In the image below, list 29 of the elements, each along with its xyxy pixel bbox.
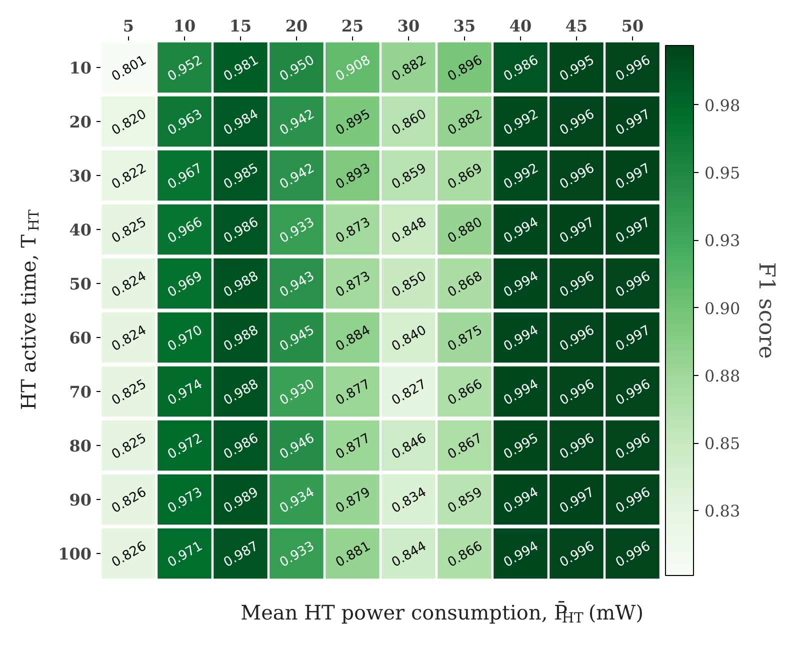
y-tick-label: 90 <box>69 490 92 510</box>
color-bar-label: 0.90 <box>704 298 740 318</box>
x-tick-label: 30 <box>397 16 420 36</box>
y-axis-title: HT active time, THT <box>16 208 42 410</box>
y-tick-label: 30 <box>69 166 92 186</box>
y-tick-label: 50 <box>69 274 92 294</box>
x-tick-label: 10 <box>173 16 196 36</box>
x-tick-label: 45 <box>565 16 588 36</box>
y-tick-label: 80 <box>69 436 92 456</box>
x-tick-label: 25 <box>341 16 364 36</box>
y-tick-label: 100 <box>58 544 92 564</box>
color-bar-label: 0.83 <box>704 502 740 521</box>
x-tick-label: 20 <box>285 16 308 36</box>
x-tick-label: 15 <box>229 16 252 36</box>
x-tick-label: 40 <box>509 16 532 36</box>
x-tick-label: 35 <box>453 16 476 36</box>
y-tick-label: 70 <box>69 382 92 402</box>
color-bar-title: F1 score <box>754 262 778 359</box>
color-bar-label: 0.95 <box>704 164 740 183</box>
y-tick-label: 20 <box>69 112 92 132</box>
x-tick-label: 5 <box>122 16 134 36</box>
color-bar-label: 0.93 <box>704 231 740 250</box>
x-tick-label: 50 <box>621 16 644 36</box>
color-bar-label: 0.88 <box>704 366 740 386</box>
color-bar-label: 0.85 <box>704 434 740 453</box>
y-tick-label: 10 <box>69 58 92 78</box>
color-bar-label: 0.98 <box>704 96 740 115</box>
y-tick-label: 40 <box>69 220 92 240</box>
y-tick-label: 60 <box>69 328 92 348</box>
